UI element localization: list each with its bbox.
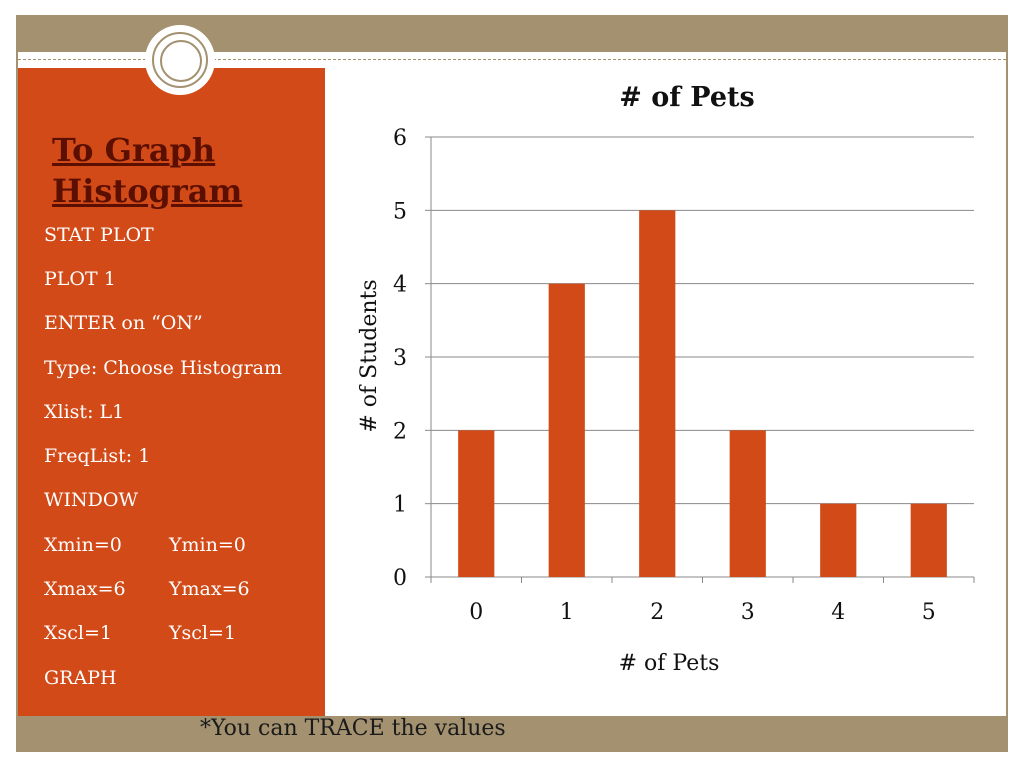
step-type: Type: Choose Histogram xyxy=(44,357,283,379)
bar-4 xyxy=(820,503,857,577)
y-tick-label: 2 xyxy=(393,419,407,444)
x-tick-label: 0 xyxy=(469,600,483,625)
badge-inner-ring xyxy=(160,40,202,82)
step-xlist: Xlist: L1 xyxy=(44,401,125,423)
y-tick-label: 5 xyxy=(393,199,407,224)
axes xyxy=(425,136,975,583)
window-ymin: Ymin=0 xyxy=(169,534,246,556)
bar-3 xyxy=(729,430,766,577)
window-xmin: Xmin=0 xyxy=(44,534,122,556)
bar-0 xyxy=(458,430,495,577)
x-tick-label: 1 xyxy=(560,600,574,625)
y-tick-label: 3 xyxy=(393,346,407,371)
x-tick-label: 4 xyxy=(831,600,845,625)
x-tick-label: 2 xyxy=(650,600,664,625)
y-tick-label: 1 xyxy=(393,493,407,518)
window-ymax: Ymax=6 xyxy=(169,578,250,600)
y-tick-labels: 0 1 2 3 4 5 6 xyxy=(393,126,407,591)
step-graph: GRAPH xyxy=(44,667,117,689)
window-yscl: Yscl=1 xyxy=(169,622,237,644)
y-axis-label: # of Students xyxy=(357,279,382,432)
x-tick-label: 3 xyxy=(741,600,755,625)
window-xscl: Xscl=1 xyxy=(44,622,113,644)
gridlines xyxy=(431,136,974,505)
dashed-divider xyxy=(18,59,1006,60)
x-tick-labels: 0 1 2 3 4 5 xyxy=(469,600,936,625)
y-tick-label: 6 xyxy=(393,126,407,151)
step-freqlist: FreqList: 1 xyxy=(44,445,151,467)
footer-note: *You can TRACE the values xyxy=(200,716,506,741)
step-window: WINDOW xyxy=(44,489,138,511)
histogram-chart: 0 1 2 3 4 5 6 0 1 2 3 4 5 # of Pets # of Pets # of … xyxy=(357,82,975,676)
bars xyxy=(458,210,947,578)
slide-title: To Graph Histogram xyxy=(52,131,243,210)
step-stat-plot: STAT PLOT xyxy=(44,224,154,246)
window-xmax: Xmax=6 xyxy=(44,578,126,600)
step-plot-1: PLOT 1 xyxy=(44,268,116,290)
left-panel xyxy=(18,68,325,716)
chart-title: # of Pets xyxy=(619,82,754,113)
bar-2 xyxy=(639,210,676,578)
x-tick-label: 5 xyxy=(922,600,936,625)
y-tick-label: 4 xyxy=(393,273,407,298)
bar-5 xyxy=(910,503,947,577)
step-enter-on: ENTER on “ON” xyxy=(44,312,203,334)
bar-1 xyxy=(548,283,585,577)
x-axis-label: # of Pets xyxy=(619,651,720,676)
y-tick-label: 0 xyxy=(393,566,407,591)
